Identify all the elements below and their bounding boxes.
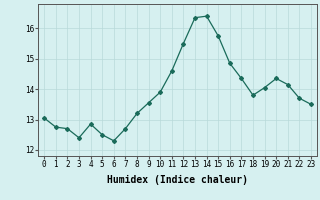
X-axis label: Humidex (Indice chaleur): Humidex (Indice chaleur) <box>107 175 248 185</box>
